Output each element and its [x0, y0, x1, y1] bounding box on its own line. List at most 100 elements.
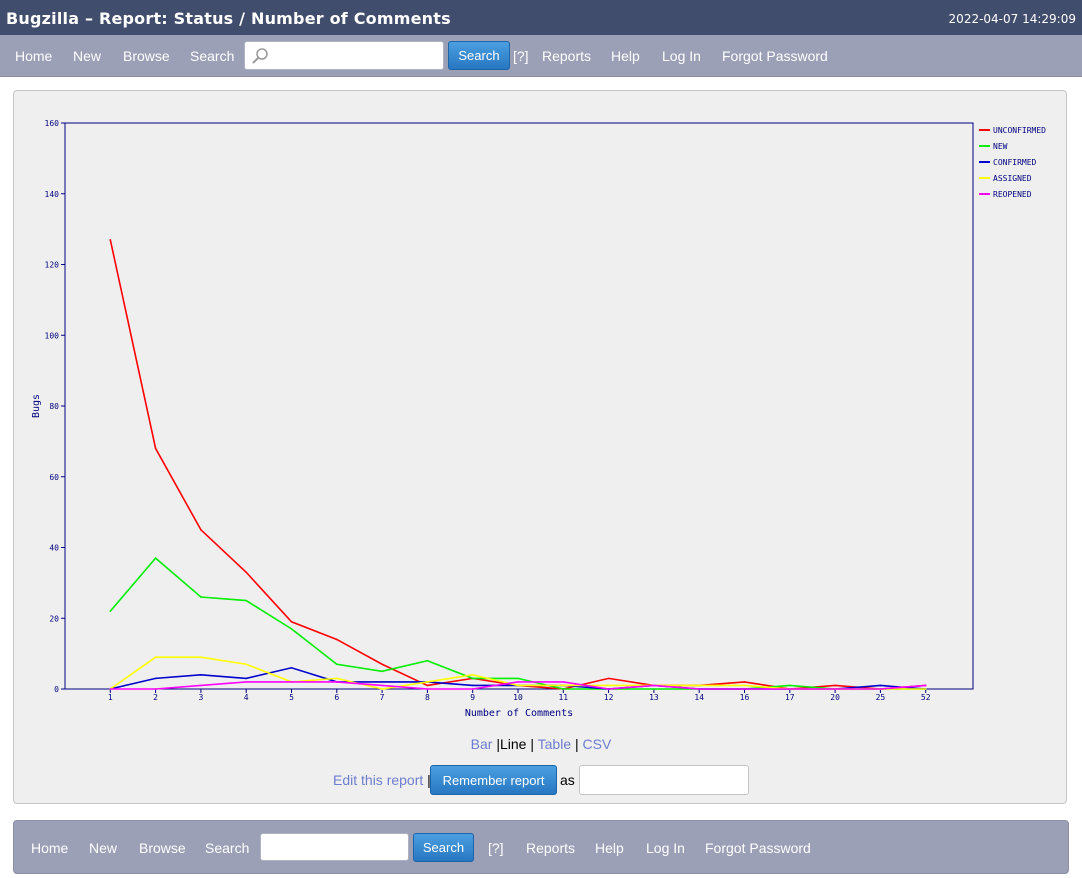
- format-separator: |: [571, 736, 583, 752]
- nav-new-link[interactable]: New: [73, 48, 102, 64]
- search-button[interactable]: Search: [448, 41, 510, 70]
- data-point: [924, 688, 927, 690]
- data-point: [200, 684, 202, 687]
- x-tick-label: 13: [649, 693, 659, 702]
- legend-label: REOPENED: [993, 190, 1032, 199]
- data-point: [336, 677, 338, 680]
- data-point: [471, 674, 474, 676]
- nav-forgot-password-link[interactable]: Forgot Password: [705, 840, 811, 856]
- data-point: [245, 663, 247, 666]
- nav-browse-link[interactable]: Browse: [123, 48, 170, 64]
- data-point: [789, 688, 791, 690]
- x-tick-label: 8: [425, 693, 430, 702]
- search-button[interactable]: Search: [413, 833, 474, 862]
- timestamp: 2022-04-07 14:29:09: [948, 12, 1076, 26]
- legend-label: UNCONFIRMED: [993, 126, 1046, 135]
- nav-browse-link[interactable]: Browse: [139, 840, 186, 856]
- data-point: [562, 684, 565, 687]
- data-point: [154, 557, 157, 559]
- chart-format-links: Bar |Line | Table | CSV: [14, 736, 1068, 752]
- data-point: [743, 681, 746, 683]
- data-point: [607, 677, 610, 680]
- data-point: [200, 596, 202, 598]
- data-point: [290, 628, 293, 630]
- top-navbar: Home New Browse Search Search [?] Report…: [0, 35, 1082, 77]
- nav-search-link[interactable]: Search: [190, 48, 235, 64]
- nav-help-link[interactable]: Help: [595, 840, 624, 856]
- data-point: [471, 688, 474, 690]
- nav-forgot-password-link[interactable]: Forgot Password: [722, 48, 828, 64]
- data-point: [471, 677, 474, 680]
- quick-search-input[interactable]: [260, 833, 409, 861]
- data-point: [562, 681, 565, 683]
- data-point: [200, 529, 202, 531]
- x-tick-label: 12: [604, 693, 614, 702]
- data-point: [109, 238, 112, 241]
- remember-report-button[interactable]: Remember report: [430, 765, 557, 795]
- nav-help-link[interactable]: Help: [611, 48, 640, 64]
- data-point: [653, 684, 655, 687]
- x-tick-label: 25: [876, 693, 886, 702]
- title-bar: Bugzilla – Report: Status / Number of Co…: [0, 0, 1082, 35]
- data-point: [924, 684, 927, 687]
- nav-home-link[interactable]: Home: [15, 48, 53, 64]
- x-tick-label: 11: [558, 693, 568, 702]
- data-point: [426, 681, 429, 683]
- data-point: [245, 571, 247, 574]
- report-name-input[interactable]: [579, 765, 749, 795]
- x-tick-label: 17: [785, 693, 795, 702]
- data-point: [834, 688, 836, 690]
- y-tick-label: 100: [45, 331, 60, 340]
- y-tick-label: 40: [49, 544, 59, 553]
- y-tick-label: 20: [49, 614, 59, 623]
- nav-new-link[interactable]: New: [89, 840, 118, 856]
- bar-format-link[interactable]: Bar: [470, 736, 493, 752]
- as-label: as: [560, 772, 575, 788]
- data-point: [698, 688, 700, 690]
- data-point: [879, 684, 882, 687]
- x-tick-label: 14: [694, 693, 704, 702]
- data-point: [381, 681, 383, 683]
- x-tick-label: 1: [108, 693, 113, 702]
- data-point: [607, 688, 610, 690]
- legend-label: ASSIGNED: [993, 174, 1032, 183]
- page-title: Bugzilla – Report: Status / Number of Co…: [6, 9, 451, 28]
- report-panel: 0 20 40 60 80 100 120 140 160 1 2 3 4 5 6 7 8 9 10 11 12 13 14…: [13, 90, 1067, 804]
- data-point: [381, 670, 383, 673]
- nav-reports-link[interactable]: Reports: [542, 48, 592, 64]
- data-point: [517, 681, 519, 683]
- nav-reports-link[interactable]: Reports: [526, 840, 576, 856]
- nav-login-link[interactable]: Log In: [662, 48, 701, 64]
- data-point: [200, 674, 202, 676]
- y-tick-label: 60: [49, 473, 59, 482]
- edit-report-link[interactable]: Edit this report: [333, 772, 424, 788]
- x-tick-label: 52: [921, 693, 931, 702]
- nav-home-link[interactable]: Home: [31, 840, 69, 856]
- data-point: [290, 681, 293, 683]
- y-axis-label: Bugs: [31, 394, 42, 418]
- search-help-link[interactable]: [?]: [513, 48, 529, 64]
- y-tick-label: 140: [45, 190, 60, 199]
- data-point: [743, 684, 746, 687]
- data-point: [336, 663, 338, 666]
- legend-label: CONFIRMED: [993, 158, 1037, 167]
- edit-separator: |: [423, 772, 431, 788]
- nav-login-link[interactable]: Log In: [646, 840, 685, 856]
- data-point: [381, 663, 383, 666]
- quick-search-input[interactable]: [244, 41, 444, 70]
- data-point: [290, 666, 293, 669]
- x-tick-label: 9: [470, 693, 475, 702]
- csv-format-link[interactable]: CSV: [582, 736, 612, 752]
- nav-search-link[interactable]: Search: [205, 840, 250, 856]
- y-tick-label: 0: [54, 685, 59, 694]
- bottom-navbar: Home New Browse Search Search [?] Report…: [13, 820, 1069, 874]
- x-tick-label: 7: [380, 693, 385, 702]
- data-point: [653, 688, 655, 690]
- data-point: [154, 656, 157, 658]
- x-tick-label: 16: [740, 693, 750, 702]
- table-format-link[interactable]: Table: [537, 736, 572, 752]
- search-help-link[interactable]: [?]: [488, 840, 504, 856]
- data-point: [336, 681, 338, 683]
- data-point: [109, 688, 112, 690]
